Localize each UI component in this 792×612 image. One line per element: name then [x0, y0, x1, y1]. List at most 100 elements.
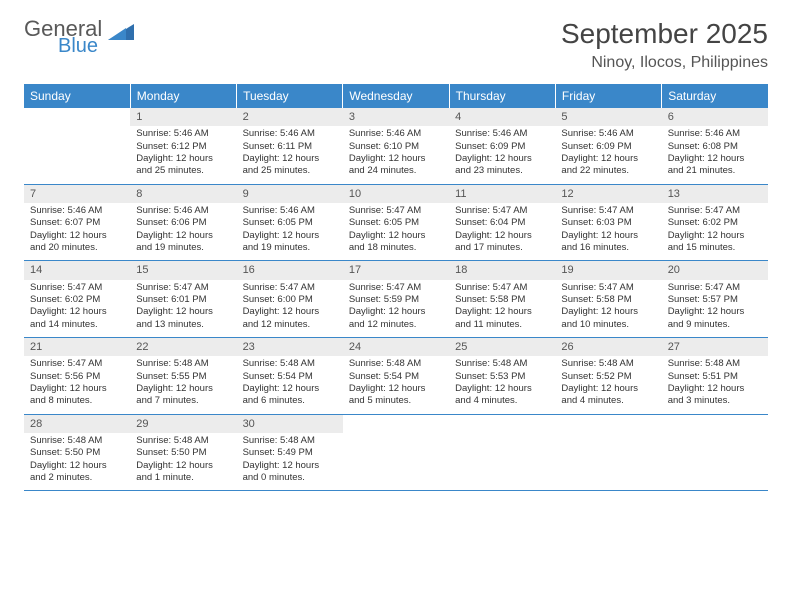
day-number: 4	[449, 108, 555, 126]
sunset-line: Sunset: 5:54 PM	[243, 371, 337, 383]
daylight-line: Daylight: 12 hours	[455, 383, 549, 395]
sunset-line: Sunset: 6:05 PM	[349, 217, 443, 229]
day-number: 30	[237, 415, 343, 433]
day-cell: 16Sunrise: 5:47 AMSunset: 6:00 PMDayligh…	[237, 261, 343, 338]
logo-text: General Blue	[24, 18, 102, 56]
day-header: Wednesday	[343, 84, 449, 108]
day-number: 22	[130, 338, 236, 356]
day-cell: 15Sunrise: 5:47 AMSunset: 6:01 PMDayligh…	[130, 261, 236, 338]
day-content: Sunrise: 5:46 AMSunset: 6:05 PMDaylight:…	[237, 203, 343, 260]
day-content: Sunrise: 5:47 AMSunset: 6:01 PMDaylight:…	[130, 280, 236, 337]
sunset-line: Sunset: 5:57 PM	[668, 294, 762, 306]
day-content: Sunrise: 5:47 AMSunset: 5:58 PMDaylight:…	[555, 280, 661, 337]
daylight-line: and 5 minutes.	[349, 395, 443, 407]
day-number: 11	[449, 185, 555, 203]
sunset-line: Sunset: 5:52 PM	[561, 371, 655, 383]
sunrise-line: Sunrise: 5:48 AM	[243, 435, 337, 447]
sunrise-line: Sunrise: 5:46 AM	[455, 128, 549, 140]
daylight-line: and 4 minutes.	[455, 395, 549, 407]
day-number: 28	[24, 415, 130, 433]
daylight-line: and 9 minutes.	[668, 319, 762, 331]
sunrise-line: Sunrise: 5:47 AM	[668, 205, 762, 217]
daylight-line: Daylight: 12 hours	[30, 230, 124, 242]
day-content: Sunrise: 5:47 AMSunset: 6:02 PMDaylight:…	[24, 280, 130, 337]
daylight-line: Daylight: 12 hours	[561, 306, 655, 318]
sunrise-line: Sunrise: 5:46 AM	[30, 205, 124, 217]
daylight-line: and 15 minutes.	[668, 242, 762, 254]
sunrise-line: Sunrise: 5:48 AM	[243, 358, 337, 370]
day-cell: 1Sunrise: 5:46 AMSunset: 6:12 PMDaylight…	[130, 108, 236, 184]
sunrise-line: Sunrise: 5:47 AM	[561, 282, 655, 294]
daylight-line: Daylight: 12 hours	[561, 153, 655, 165]
daylight-line: and 8 minutes.	[30, 395, 124, 407]
day-number: 12	[555, 185, 661, 203]
daylight-line: and 10 minutes.	[561, 319, 655, 331]
day-content: Sunrise: 5:46 AMSunset: 6:10 PMDaylight:…	[343, 126, 449, 183]
day-number: 27	[662, 338, 768, 356]
day-cell: 14Sunrise: 5:47 AMSunset: 6:02 PMDayligh…	[24, 261, 130, 338]
day-cell: 12Sunrise: 5:47 AMSunset: 6:03 PMDayligh…	[555, 184, 661, 261]
daylight-line: and 13 minutes.	[136, 319, 230, 331]
day-cell	[24, 108, 130, 184]
daylight-line: Daylight: 12 hours	[349, 306, 443, 318]
day-number: 25	[449, 338, 555, 356]
day-number: 10	[343, 185, 449, 203]
empty-cell	[24, 108, 130, 170]
sunset-line: Sunset: 5:50 PM	[136, 447, 230, 459]
day-cell: 23Sunrise: 5:48 AMSunset: 5:54 PMDayligh…	[237, 338, 343, 415]
sunset-line: Sunset: 6:08 PM	[668, 141, 762, 153]
daylight-line: and 6 minutes.	[243, 395, 337, 407]
day-cell: 18Sunrise: 5:47 AMSunset: 5:58 PMDayligh…	[449, 261, 555, 338]
header: General Blue September 2025 Ninoy, Iloco…	[24, 18, 768, 72]
sunset-line: Sunset: 5:51 PM	[668, 371, 762, 383]
week-row: 7Sunrise: 5:46 AMSunset: 6:07 PMDaylight…	[24, 184, 768, 261]
sunset-line: Sunset: 5:58 PM	[455, 294, 549, 306]
daylight-line: Daylight: 12 hours	[349, 230, 443, 242]
day-cell	[343, 414, 449, 491]
sunrise-line: Sunrise: 5:47 AM	[349, 282, 443, 294]
sunrise-line: Sunrise: 5:48 AM	[136, 435, 230, 447]
logo-text-2: Blue	[58, 36, 102, 56]
day-content: Sunrise: 5:47 AMSunset: 6:03 PMDaylight:…	[555, 203, 661, 260]
day-content: Sunrise: 5:48 AMSunset: 5:52 PMDaylight:…	[555, 356, 661, 413]
daylight-line: Daylight: 12 hours	[136, 306, 230, 318]
day-number: 23	[237, 338, 343, 356]
day-header: Tuesday	[237, 84, 343, 108]
day-header: Friday	[555, 84, 661, 108]
daylight-line: Daylight: 12 hours	[455, 306, 549, 318]
daylight-line: and 25 minutes.	[243, 165, 337, 177]
sunrise-line: Sunrise: 5:46 AM	[668, 128, 762, 140]
day-content: Sunrise: 5:48 AMSunset: 5:51 PMDaylight:…	[662, 356, 768, 413]
daylight-line: Daylight: 12 hours	[136, 153, 230, 165]
sunset-line: Sunset: 6:09 PM	[455, 141, 549, 153]
daylight-line: and 12 minutes.	[349, 319, 443, 331]
day-content: Sunrise: 5:48 AMSunset: 5:54 PMDaylight:…	[343, 356, 449, 413]
daylight-line: and 11 minutes.	[455, 319, 549, 331]
sunset-line: Sunset: 6:02 PM	[668, 217, 762, 229]
week-row: 1Sunrise: 5:46 AMSunset: 6:12 PMDaylight…	[24, 108, 768, 184]
day-cell: 13Sunrise: 5:47 AMSunset: 6:02 PMDayligh…	[662, 184, 768, 261]
sunset-line: Sunset: 6:01 PM	[136, 294, 230, 306]
daylight-line: and 17 minutes.	[455, 242, 549, 254]
daylight-line: Daylight: 12 hours	[30, 460, 124, 472]
day-cell: 3Sunrise: 5:46 AMSunset: 6:10 PMDaylight…	[343, 108, 449, 184]
daylight-line: Daylight: 12 hours	[561, 230, 655, 242]
sunrise-line: Sunrise: 5:46 AM	[243, 128, 337, 140]
day-number: 18	[449, 261, 555, 279]
day-number: 21	[24, 338, 130, 356]
day-cell: 22Sunrise: 5:48 AMSunset: 5:55 PMDayligh…	[130, 338, 236, 415]
sunrise-line: Sunrise: 5:48 AM	[668, 358, 762, 370]
day-cell: 29Sunrise: 5:48 AMSunset: 5:50 PMDayligh…	[130, 414, 236, 491]
day-cell: 21Sunrise: 5:47 AMSunset: 5:56 PMDayligh…	[24, 338, 130, 415]
day-cell: 19Sunrise: 5:47 AMSunset: 5:58 PMDayligh…	[555, 261, 661, 338]
day-cell: 27Sunrise: 5:48 AMSunset: 5:51 PMDayligh…	[662, 338, 768, 415]
daylight-line: Daylight: 12 hours	[30, 383, 124, 395]
daylight-line: Daylight: 12 hours	[243, 460, 337, 472]
daylight-line: Daylight: 12 hours	[30, 306, 124, 318]
sunrise-line: Sunrise: 5:46 AM	[136, 205, 230, 217]
day-number: 20	[662, 261, 768, 279]
day-number: 13	[662, 185, 768, 203]
daylight-line: and 23 minutes.	[455, 165, 549, 177]
day-number: 2	[237, 108, 343, 126]
sunset-line: Sunset: 5:56 PM	[30, 371, 124, 383]
